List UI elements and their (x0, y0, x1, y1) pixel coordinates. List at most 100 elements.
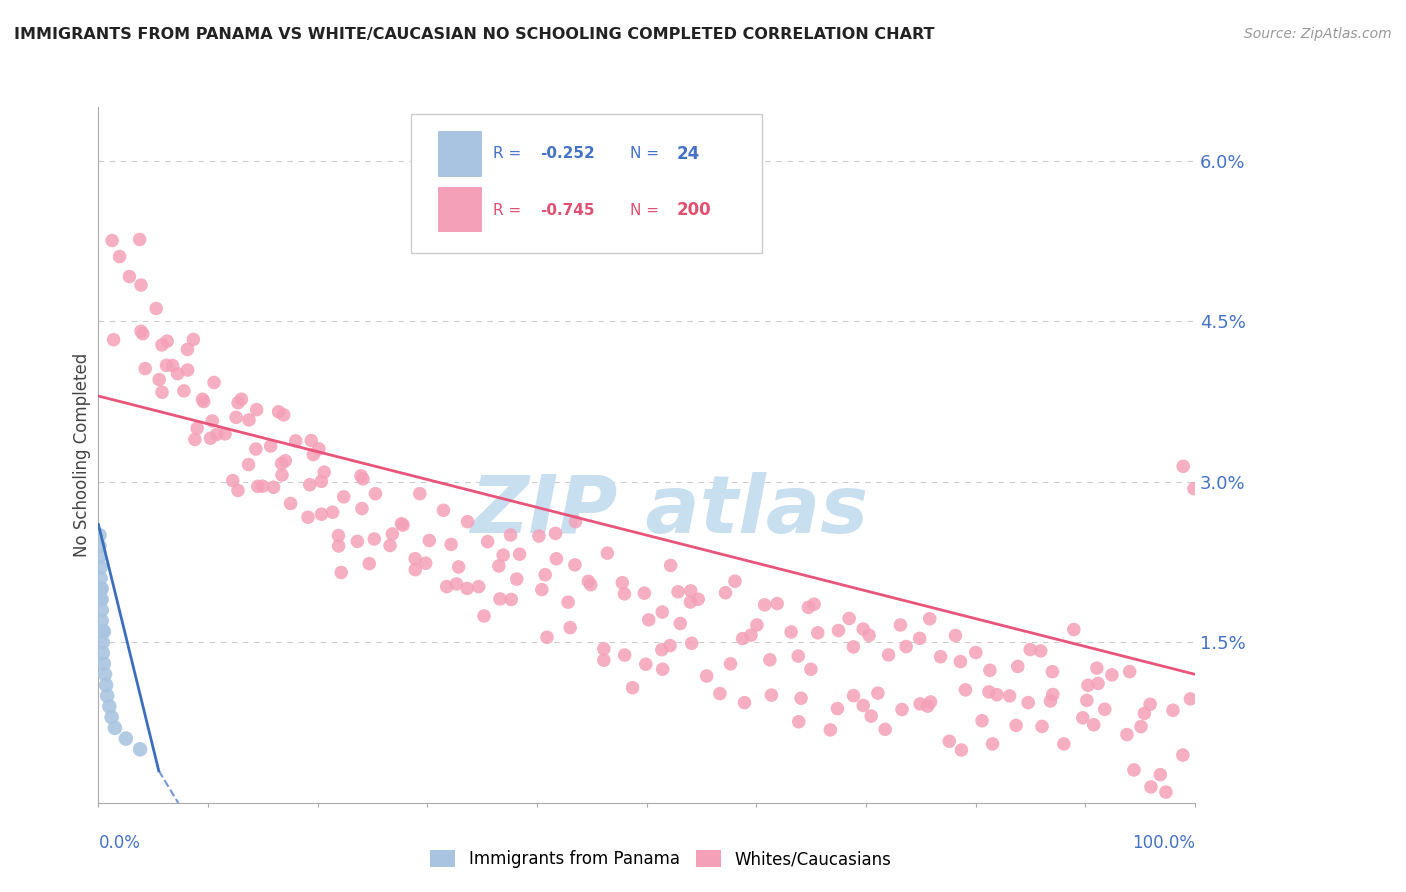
Point (666, 584, 689, 599)
Point (1173, 459, 1195, 474)
Point (456, 582, 478, 596)
Point (173, 384, 195, 398)
Point (90, 592, 112, 607)
Point (918, 612, 941, 626)
Point (651, 605, 673, 619)
Point (352, 472, 374, 486)
Point (200, 431, 222, 445)
Point (1087, 676, 1109, 690)
Point (679, 595, 702, 609)
Point (797, 600, 820, 615)
Point (807, 625, 830, 640)
Point (659, 558, 682, 573)
Point (754, 598, 776, 612)
Text: 100.0%: 100.0% (1132, 834, 1195, 852)
Point (1077, 678, 1099, 692)
Point (509, 547, 531, 561)
Point (714, 585, 737, 599)
Point (1053, 737, 1076, 751)
Point (409, 486, 432, 500)
Point (404, 563, 426, 577)
Point (129, 742, 152, 756)
Point (330, 566, 353, 580)
Point (91, 646, 114, 660)
Point (226, 483, 249, 498)
Text: R =: R = (494, 202, 526, 218)
Point (446, 577, 468, 591)
Point (633, 586, 655, 600)
Point (202, 376, 225, 390)
Point (579, 577, 602, 591)
Point (955, 682, 977, 697)
Point (94, 667, 117, 681)
Point (1063, 623, 1085, 637)
Point (651, 662, 673, 676)
Point (299, 434, 322, 448)
Point (1005, 718, 1028, 732)
Point (96, 689, 118, 703)
Point (634, 657, 657, 672)
Point (877, 648, 900, 662)
Point (1071, 711, 1094, 725)
Point (534, 567, 557, 582)
Point (91, 635, 114, 649)
Point (94, 678, 117, 692)
Point (659, 639, 682, 653)
Point (681, 636, 703, 650)
Point (297, 510, 319, 524)
Point (311, 475, 333, 489)
Point (1161, 703, 1184, 717)
Point (852, 622, 875, 636)
Point (1031, 719, 1053, 733)
Point (118, 269, 141, 284)
Point (404, 551, 426, 566)
Point (259, 439, 281, 453)
Point (592, 653, 614, 667)
Point (332, 490, 354, 504)
Point (527, 529, 550, 543)
Point (166, 367, 188, 381)
Point (274, 454, 297, 468)
Point (436, 580, 458, 594)
Text: R =: R = (494, 146, 526, 161)
Point (322, 505, 344, 519)
Point (90, 582, 112, 596)
Text: 200: 200 (676, 201, 711, 219)
Point (346, 534, 368, 549)
Point (148, 373, 170, 387)
Point (472, 609, 495, 624)
Text: N =: N = (630, 202, 664, 218)
Point (89, 539, 111, 553)
Point (381, 527, 404, 541)
Point (193, 394, 215, 409)
Point (929, 649, 952, 664)
Point (852, 698, 875, 713)
Point (90, 614, 112, 628)
Point (1154, 785, 1177, 799)
Point (488, 558, 510, 573)
Point (1116, 728, 1139, 742)
Point (651, 642, 673, 657)
Point (950, 743, 973, 757)
Point (499, 528, 522, 542)
Point (225, 410, 247, 425)
Point (93, 624, 115, 639)
Point (842, 689, 865, 703)
Point (267, 405, 290, 419)
Point (90, 603, 112, 617)
Point (101, 234, 124, 248)
Point (214, 426, 236, 441)
Point (359, 557, 381, 571)
Point (981, 737, 1004, 751)
Point (134, 361, 156, 376)
Point (506, 572, 529, 586)
Point (492, 548, 515, 562)
Point (176, 363, 198, 377)
Text: 24: 24 (676, 145, 700, 162)
Point (1017, 696, 1039, 710)
Point (1118, 665, 1140, 679)
Point (787, 649, 810, 664)
Point (1042, 688, 1064, 702)
Point (226, 396, 249, 410)
Point (558, 621, 581, 635)
